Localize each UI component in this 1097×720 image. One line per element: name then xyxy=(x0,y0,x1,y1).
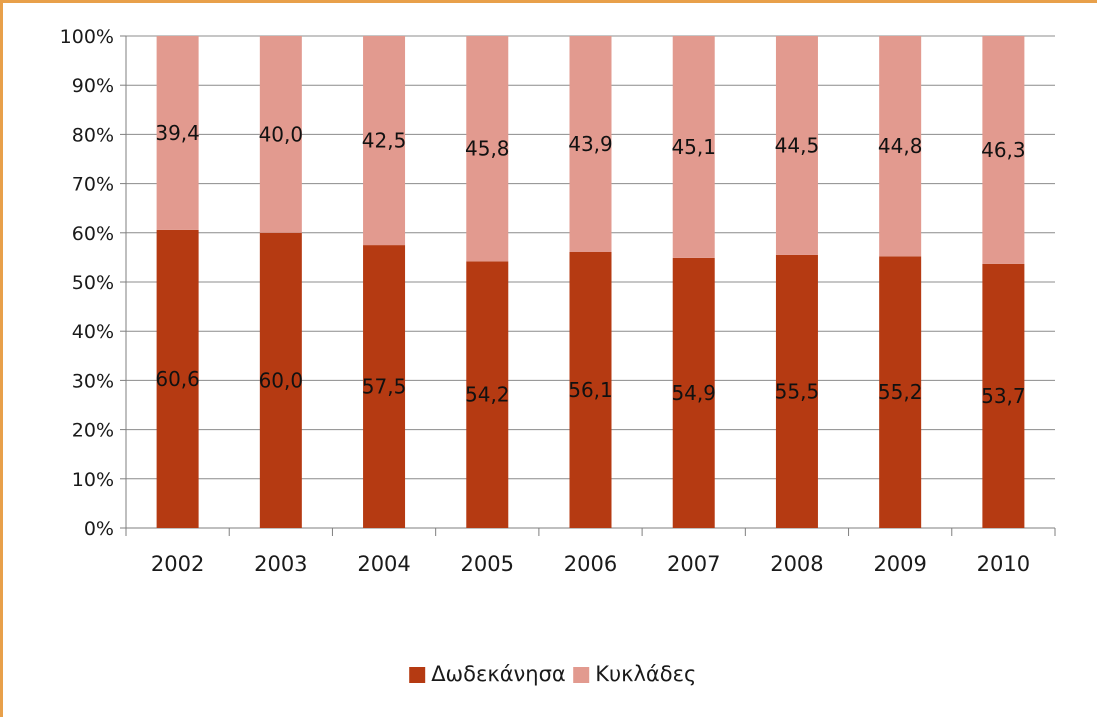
data-label: 60,0 xyxy=(259,368,304,392)
bar-cyclades-2008 xyxy=(775,36,818,255)
legend-label: Δωδεκάνησα xyxy=(431,662,566,686)
data-label: 45,1 xyxy=(671,135,716,159)
data-label: 54,9 xyxy=(671,381,716,405)
y-tick-label: 80% xyxy=(72,124,114,146)
bar-cyclades-2007 xyxy=(672,36,715,258)
bar-dodecanese-2005 xyxy=(466,261,509,528)
bar-cyclades-2002 xyxy=(156,36,199,230)
bar-dodecanese-2006 xyxy=(569,251,612,528)
x-axis: 2002 2003 2004 2005 2006 2007 2008 2009 2010 xyxy=(125,528,1056,576)
y-axis: 0% 10% 20% 30% 40% 50% 60% 70% 80% 90% 100% xyxy=(60,26,127,540)
bar-cyclades-2004 xyxy=(363,36,406,246)
x-tick-label: 2007 xyxy=(667,552,720,576)
bar-dodecanese-2004 xyxy=(363,245,406,528)
stacked-bar-chart: 0% 10% 20% 30% 40% 50% 60% 70% 80% 90% 100% 60,6 39… xyxy=(60,26,1056,686)
bar-dodecanese-2002 xyxy=(156,229,199,528)
data-label: 44,5 xyxy=(775,133,820,157)
data-label: 45,8 xyxy=(465,137,510,161)
bar-dodecanese-2008 xyxy=(775,254,818,528)
data-label: 42,5 xyxy=(362,129,407,153)
data-label: 46,3 xyxy=(981,138,1026,162)
legend: Δωδεκάνησα Κυκλάδες xyxy=(409,662,696,686)
data-label: 55,2 xyxy=(878,380,923,404)
legend-swatch xyxy=(409,667,426,683)
y-tick-label: 30% xyxy=(72,370,114,392)
bar-dodecanese-2007 xyxy=(672,257,715,528)
data-labels: 60,6 39,4 60,0 40,0 57,5 42,5 54,2 45,8 56,1 43,9… xyxy=(155,121,1025,408)
x-tick-label: 2010 xyxy=(977,552,1030,576)
data-label: 40,0 xyxy=(259,122,304,146)
y-tick-label: 70% xyxy=(72,174,114,196)
data-label: 54,2 xyxy=(465,383,510,407)
bar-cyclades-2009 xyxy=(879,36,922,257)
x-tick-label: 2009 xyxy=(873,552,926,576)
y-tick-label: 40% xyxy=(72,321,114,343)
y-tick-label: 60% xyxy=(72,223,114,245)
y-tick-label: 50% xyxy=(72,272,114,294)
data-label: 44,8 xyxy=(878,134,923,158)
data-label: 60,6 xyxy=(155,367,200,391)
y-tick-label: 10% xyxy=(72,469,114,491)
data-label: 53,7 xyxy=(981,384,1026,408)
x-tick-label: 2004 xyxy=(357,552,410,576)
legend-swatch xyxy=(573,667,590,683)
x-tick-label: 2008 xyxy=(770,552,823,576)
bar-cyclades-2003 xyxy=(259,36,302,233)
x-tick-label: 2005 xyxy=(461,552,514,576)
legend-label: Κυκλάδες xyxy=(595,662,696,686)
x-tick-label: 2006 xyxy=(564,552,617,576)
data-label: 39,4 xyxy=(155,121,200,145)
data-label: 43,9 xyxy=(568,132,613,156)
y-tick-label: 0% xyxy=(84,518,114,540)
bar-dodecanese-2003 xyxy=(259,232,302,529)
bar-cyclades-2006 xyxy=(569,36,612,252)
bar-dodecanese-2010 xyxy=(982,263,1025,528)
bars xyxy=(156,36,1025,529)
y-tick-label: 20% xyxy=(72,420,114,442)
y-tick-label: 100% xyxy=(60,26,114,48)
bar-dodecanese-2009 xyxy=(879,256,922,528)
data-label: 56,1 xyxy=(568,378,613,402)
bar-cyclades-2010 xyxy=(982,36,1025,264)
data-label: 55,5 xyxy=(775,379,820,403)
x-tick-label: 2003 xyxy=(254,552,307,576)
data-label: 57,5 xyxy=(362,375,407,399)
y-tick-label: 90% xyxy=(72,75,114,97)
x-tick-label: 2002 xyxy=(151,552,204,576)
bar-cyclades-2005 xyxy=(466,36,509,262)
